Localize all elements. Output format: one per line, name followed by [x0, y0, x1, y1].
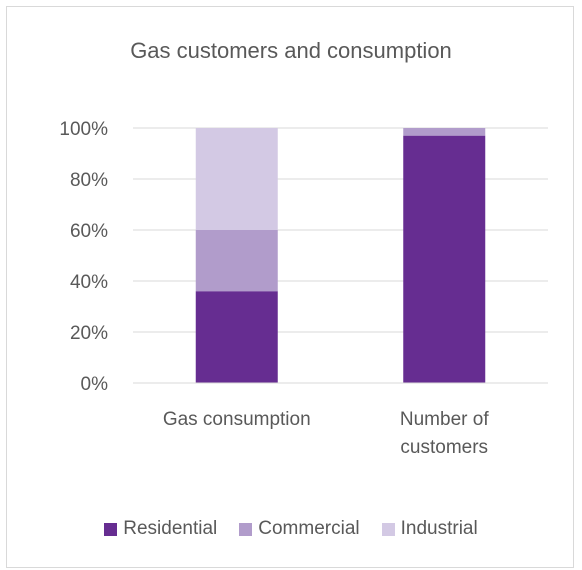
y-tick-label: 0%: [81, 374, 109, 395]
legend-swatch: [382, 523, 395, 536]
legend-swatch: [239, 523, 252, 536]
bar-segment-residential: [196, 291, 278, 383]
x-category-label: Gas consumption: [163, 409, 311, 430]
legend-label: Commercial: [258, 518, 359, 540]
bar-segment-commercial: [403, 128, 485, 136]
y-tick-label: 80%: [70, 170, 108, 191]
y-tick-label: 20%: [70, 323, 108, 344]
bar-segment-residential: [403, 136, 485, 383]
legend-swatch: [104, 523, 117, 536]
legend-label: Industrial: [401, 518, 478, 540]
legend-item-residential: Residential: [104, 518, 217, 540]
legend-item-commercial: Commercial: [239, 518, 359, 540]
legend: Residential Commercial Industrial: [0, 518, 582, 540]
y-tick-label: 100%: [59, 119, 108, 140]
legend-label: Residential: [123, 518, 217, 540]
x-category-label: Number of customers: [400, 409, 489, 458]
bar-segment-industrial: [196, 128, 278, 230]
bar-segment-commercial: [196, 230, 278, 291]
legend-item-industrial: Industrial: [382, 518, 478, 540]
y-tick-label: 40%: [70, 272, 108, 293]
y-tick-label: 60%: [70, 221, 108, 242]
